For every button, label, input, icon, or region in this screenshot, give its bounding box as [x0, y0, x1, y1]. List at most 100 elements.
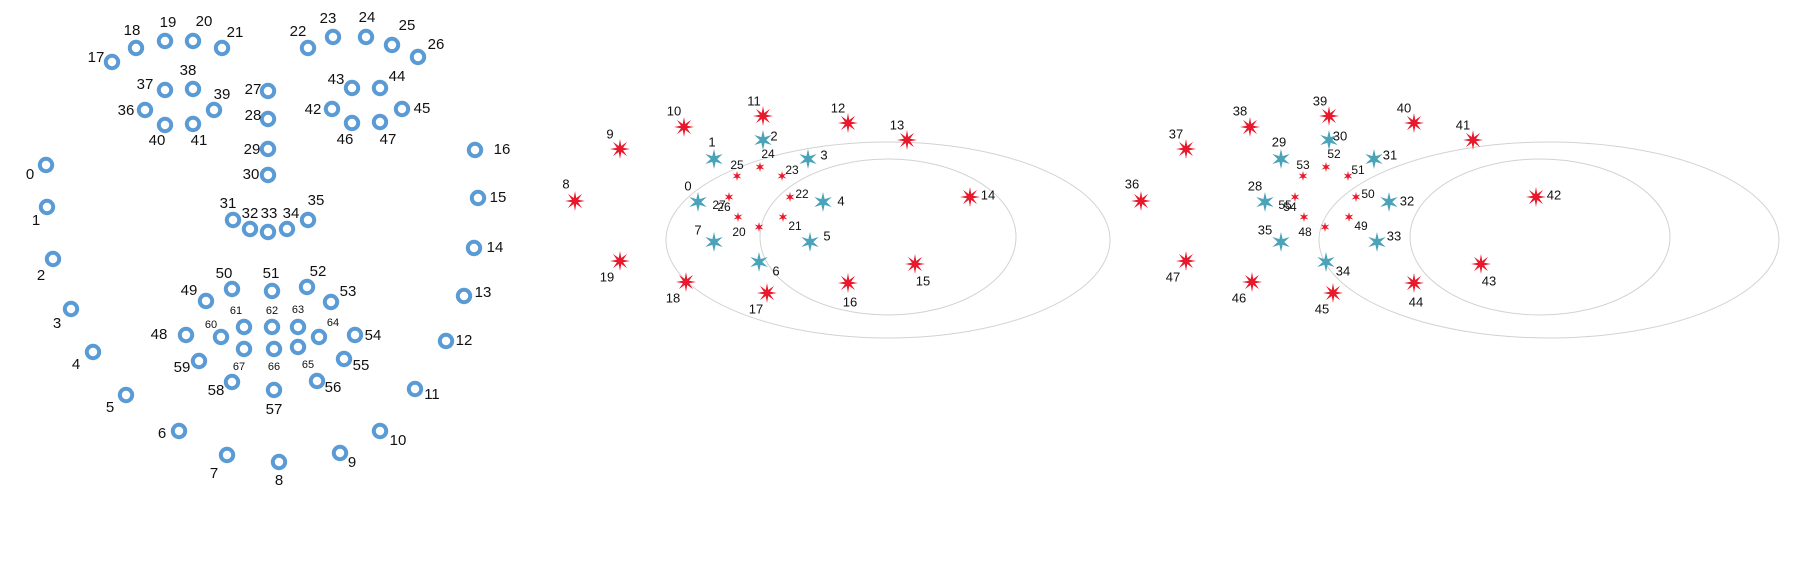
eye-outer-star-17 — [757, 283, 777, 303]
eye-pupil-label-20: 20 — [732, 225, 746, 239]
face-landmark-label-56: 56 — [325, 379, 342, 396]
eye-pupil-star-50 — [1351, 192, 1361, 202]
eye-pupil-star-55 — [1299, 212, 1309, 222]
face-landmark-point-7 — [218, 446, 236, 464]
face-landmark-label-51: 51 — [263, 265, 280, 282]
eye-iris-star-0 — [689, 192, 707, 212]
face-landmark-point-18 — [127, 39, 145, 57]
eye-pupil-label-55: 55 — [1278, 198, 1292, 212]
face-landmark-point-32 — [241, 220, 259, 238]
face-landmark-label-2: 2 — [37, 267, 45, 284]
face-landmark-label-6: 6 — [158, 425, 166, 442]
eye-outer-label-45: 45 — [1315, 301, 1329, 316]
face-landmark-point-50 — [223, 280, 241, 298]
face-landmark-label-52: 52 — [310, 263, 327, 280]
eye-pupil-label-24: 24 — [761, 147, 775, 161]
eye-iris-label-4: 4 — [837, 193, 844, 208]
eye-pupil-label-25: 25 — [730, 158, 744, 172]
eye-outer-label-46: 46 — [1232, 290, 1246, 305]
face-landmark-label-17: 17 — [88, 49, 105, 66]
face-landmark-point-66 — [265, 340, 283, 358]
face-landmark-label-33: 33 — [261, 205, 278, 222]
eye-outer-label-40: 40 — [1397, 100, 1411, 115]
eye-iris-label-33: 33 — [1387, 228, 1401, 243]
eye-outer-label-42: 42 — [1547, 187, 1561, 202]
face-landmark-label-14: 14 — [487, 239, 504, 256]
face-landmark-point-17 — [103, 53, 121, 71]
face-landmark-point-54 — [346, 326, 364, 344]
eye-outer-label-39: 39 — [1313, 93, 1327, 108]
eye-pupil-star-52 — [1321, 162, 1331, 172]
face-landmark-label-53: 53 — [340, 283, 357, 300]
eye-outer-star-11 — [753, 106, 773, 126]
face-landmark-label-21: 21 — [227, 24, 244, 41]
eye-outer-star-10 — [674, 117, 694, 137]
face-landmark-point-61 — [235, 318, 253, 336]
face-landmark-point-43 — [343, 79, 361, 97]
face-landmark-label-60: 60 — [205, 319, 217, 331]
eye-pupil-star-20 — [754, 222, 764, 232]
face-landmark-label-25: 25 — [399, 17, 416, 34]
face-landmark-point-34 — [278, 220, 296, 238]
face-landmark-point-24 — [357, 28, 375, 46]
face-landmark-label-43: 43 — [328, 71, 345, 88]
eye-outer-label-47: 47 — [1166, 269, 1180, 284]
eye-pupil-star-51 — [1343, 171, 1353, 181]
face-landmark-point-63 — [289, 318, 307, 336]
eye-outer-star-36 — [1131, 191, 1151, 211]
face-landmark-point-29 — [259, 140, 277, 158]
face-landmark-label-66: 66 — [268, 361, 280, 373]
face-landmark-label-40: 40 — [149, 132, 166, 149]
eye-pupil-label-54: 54 — [1283, 200, 1297, 214]
face-landmark-point-23 — [324, 28, 342, 46]
eye-outer-label-43: 43 — [1482, 273, 1496, 288]
face-landmark-label-36: 36 — [118, 102, 135, 119]
face-landmark-label-11: 11 — [424, 386, 440, 403]
face-landmark-point-13 — [455, 287, 473, 305]
eye-pupil-label-51: 51 — [1351, 163, 1365, 177]
eye-iris-label-35: 35 — [1258, 222, 1272, 237]
face-landmark-label-63: 63 — [292, 304, 304, 316]
eye-iris-star-5 — [801, 232, 819, 252]
eye-outer-label-8: 8 — [562, 176, 569, 191]
eye-outer-label-12: 12 — [831, 100, 845, 115]
eye-iris-label-30: 30 — [1333, 128, 1347, 143]
eye-outer-star-38 — [1240, 117, 1260, 137]
eye-outer-label-19: 19 — [600, 269, 614, 284]
eye-iris-label-0: 0 — [684, 178, 691, 193]
eye-pupil-star-21 — [778, 212, 788, 222]
eye-outer-star-46 — [1242, 272, 1262, 292]
face-landmark-label-24: 24 — [359, 9, 376, 26]
eye-iris-star-32 — [1380, 192, 1398, 212]
face-landmark-label-23: 23 — [320, 10, 337, 27]
eye-outer-star-39 — [1319, 106, 1339, 126]
eye-outer-star-9 — [610, 139, 630, 159]
eye-outer-star-15 — [905, 254, 925, 274]
face-landmark-label-12: 12 — [456, 332, 473, 349]
eye-pupil-star-48 — [1320, 222, 1330, 232]
eye-iris-label-7: 7 — [694, 222, 701, 237]
iris-outline-ellipse — [1409, 158, 1671, 316]
eye-pupil-label-48: 48 — [1298, 225, 1312, 239]
face-landmark-point-8 — [270, 453, 288, 471]
face-landmark-point-37 — [156, 81, 174, 99]
face-landmark-point-28 — [259, 110, 277, 128]
eye-iris-label-5: 5 — [823, 228, 830, 243]
eye-iris-label-31: 31 — [1383, 147, 1397, 162]
eye-pupil-label-52: 52 — [1327, 147, 1341, 161]
eye-outer-label-10: 10 — [667, 103, 681, 118]
eye-outer-label-36: 36 — [1125, 176, 1139, 191]
face-landmark-label-39: 39 — [214, 86, 231, 103]
face-landmark-label-4: 4 — [72, 356, 80, 373]
eye-outer-star-40 — [1404, 113, 1424, 133]
face-landmark-label-9: 9 — [348, 454, 356, 471]
face-landmark-label-54: 54 — [365, 327, 382, 344]
face-landmark-point-0 — [37, 156, 55, 174]
eye-outer-label-16: 16 — [843, 294, 857, 309]
face-landmark-point-62 — [263, 318, 281, 336]
face-landmark-label-61: 61 — [230, 305, 242, 317]
face-landmark-point-57 — [265, 381, 283, 399]
face-landmark-point-16 — [466, 141, 484, 159]
face-landmark-label-26: 26 — [428, 36, 445, 53]
eye-outer-label-38: 38 — [1233, 103, 1247, 118]
